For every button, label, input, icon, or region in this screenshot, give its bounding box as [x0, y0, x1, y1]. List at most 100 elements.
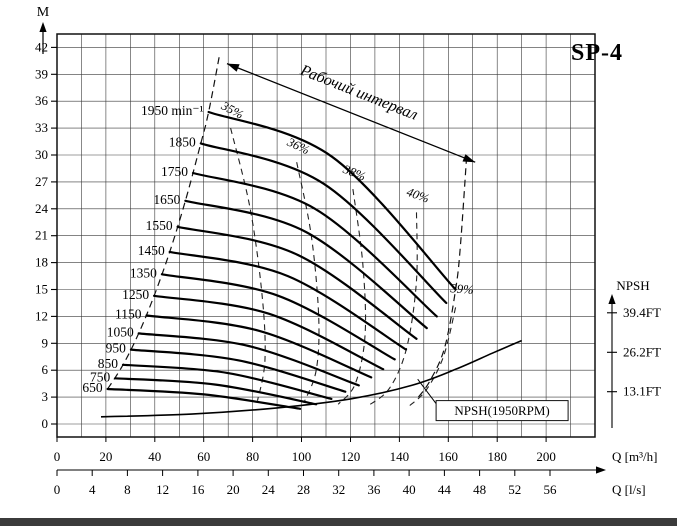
x-tick-label-m3h: 160 [439, 449, 459, 464]
pump-curve-label: 1050 [107, 324, 134, 339]
x-tick-label-ls: 56 [544, 482, 558, 497]
y-tick-label: 12 [35, 308, 48, 323]
x-tick-label-ls: 20 [227, 482, 240, 497]
pump-curve-label: 1950 min⁻¹ [141, 103, 204, 118]
y-tick-label: 27 [35, 174, 49, 189]
working-range-arrow-head-icon [227, 63, 240, 72]
pump-curve-label: 650 [82, 380, 103, 395]
pump-curve-label: 1450 [138, 243, 165, 258]
pump-curve [207, 110, 457, 291]
y-tick-label: 24 [35, 201, 49, 216]
y-tick-label: 6 [42, 362, 49, 377]
x-axis-ls-unit-label: Q [l/s] [612, 482, 646, 497]
y-tick-label: 30 [35, 147, 48, 162]
efficiency-line [337, 189, 367, 405]
pump-curve [199, 142, 448, 305]
x-tick-label-m3h: 40 [148, 449, 161, 464]
pump-curve [106, 387, 302, 410]
x-tick-label-m3h: 120 [341, 449, 361, 464]
y-tick-label: 39 [35, 66, 48, 81]
y-tick-label: 18 [35, 255, 48, 270]
working-range-arrow-head-icon [462, 154, 476, 163]
pump-curve-label: 1550 [146, 218, 173, 233]
y-tick-label: 33 [35, 120, 48, 135]
x-tick-label-ls: 16 [191, 482, 205, 497]
npsh-axis-label: NPSH [616, 278, 649, 293]
pump-curve-label: 1150 [115, 307, 142, 322]
x-tick-label-m3h: 0 [54, 449, 61, 464]
npsh-tick-label: 13.1FT [623, 384, 661, 399]
y-tick-label: 0 [42, 416, 49, 431]
x-tick-label-ls: 36 [367, 482, 381, 497]
y-tick-label: 42 [35, 39, 48, 54]
x-tick-label-ls: 4 [89, 482, 96, 497]
x-axis-arrow-icon [596, 466, 606, 474]
working-range-label: Рабочий интервал [297, 62, 420, 124]
x-axis-m3h-unit-label: Q [m³/h] [612, 449, 657, 464]
pump-curve [137, 332, 360, 387]
pump-curve [145, 314, 373, 379]
pump-curve [168, 250, 408, 351]
y-tick-label: 21 [35, 228, 48, 243]
y-axis-label: M [37, 5, 50, 20]
y-tick-label: 15 [35, 282, 48, 297]
x-tick-label-ls: 12 [156, 482, 169, 497]
pump-curve-label: 1750 [161, 164, 188, 179]
npsh-axis-arrow-icon [608, 294, 616, 304]
npsh-tick-label: 39.4FT [623, 305, 661, 320]
working-range-arrow [226, 62, 476, 163]
x-tick-label-m3h: 20 [99, 449, 112, 464]
x-tick-label-ls: 8 [124, 482, 131, 497]
pump-curve [114, 377, 318, 406]
npsh-curve [100, 339, 522, 418]
npsh-label-box [435, 400, 569, 422]
efficiency-line [296, 162, 320, 403]
npsh-curve-label: NPSH(1950RPM) [454, 403, 549, 418]
working-range-right-boundary [417, 156, 468, 399]
x-tick-label-ls: 44 [438, 482, 452, 497]
pump-curve-label: 750 [90, 369, 111, 384]
x-tick-label-m3h: 100 [292, 449, 312, 464]
efficiency-line [230, 127, 266, 401]
efficiency-label: 40% [405, 185, 431, 206]
efficiency-label: 39% [449, 281, 474, 297]
x-tick-label-ls: 40 [403, 482, 416, 497]
efficiency-line [408, 307, 457, 407]
pump-curve [191, 171, 438, 318]
efficiency-line [367, 212, 418, 407]
npsh-label-leader [417, 378, 438, 406]
x-tick-label-ls: 28 [297, 482, 310, 497]
pump-curve-label: 1650 [153, 192, 180, 207]
pump-curve [129, 348, 347, 393]
x-tick-label-m3h: 60 [197, 449, 210, 464]
x-tick-label-ls: 24 [262, 482, 276, 497]
pump-curve [176, 225, 418, 340]
pump-curve [153, 294, 385, 371]
bottom-bar [0, 518, 677, 526]
pump-curve-label: 1350 [130, 265, 157, 280]
x-tick-label-ls: 48 [473, 482, 486, 497]
y-tick-label: 9 [42, 335, 49, 350]
pump-curve-label: 1850 [169, 134, 196, 149]
efficiency-label: 38% [340, 162, 367, 184]
pump-curve-label: 950 [106, 341, 127, 356]
pump-curve [121, 363, 333, 400]
pump-curve [184, 199, 428, 330]
x-tick-label-ls: 0 [54, 482, 61, 497]
pump-curve [160, 273, 396, 361]
y-tick-label: 36 [35, 93, 49, 108]
x-tick-label-m3h: 140 [390, 449, 410, 464]
pump-curve-label: 1250 [122, 287, 149, 302]
x-tick-label-m3h: 200 [536, 449, 556, 464]
y-tick-label: 3 [42, 389, 49, 404]
pump-curve-label: 850 [98, 356, 119, 371]
y-axis-arrow-icon [39, 22, 47, 32]
x-tick-label-ls: 52 [508, 482, 521, 497]
x-tick-label-m3h: 80 [246, 449, 259, 464]
npsh-tick-label: 26.2FT [623, 344, 661, 359]
x-tick-label-m3h: 180 [487, 449, 507, 464]
chart-title: SP-4 [571, 40, 623, 66]
x-tick-label-ls: 32 [332, 482, 345, 497]
